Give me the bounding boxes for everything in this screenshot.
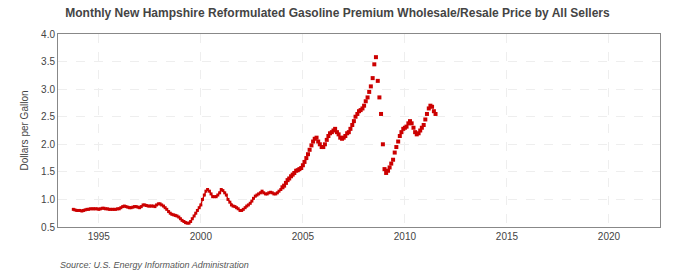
svg-text:2020: 2020 [598, 231, 621, 242]
svg-text:0.5: 0.5 [41, 222, 55, 233]
svg-text:3.0: 3.0 [41, 84, 55, 95]
svg-text:2.0: 2.0 [41, 139, 55, 150]
svg-text:4.0: 4.0 [41, 29, 55, 40]
svg-text:1.0: 1.0 [41, 194, 55, 205]
svg-text:2000: 2000 [190, 231, 213, 242]
svg-text:Monthly New Hampshire Reformul: Monthly New Hampshire Reformulated Gasol… [65, 6, 610, 20]
svg-text:2015: 2015 [496, 231, 519, 242]
svg-text:2005: 2005 [292, 231, 315, 242]
svg-text:1995: 1995 [88, 231, 111, 242]
svg-text:Dollars per Gallon: Dollars per Gallon [19, 90, 30, 170]
svg-text:1.5: 1.5 [41, 166, 55, 177]
svg-text:3.5: 3.5 [41, 56, 55, 67]
svg-text:2010: 2010 [394, 231, 417, 242]
svg-text:Source: U.S. Energy Informatio: Source: U.S. Energy Information Administ… [60, 260, 249, 270]
svg-text:2.5: 2.5 [41, 111, 55, 122]
